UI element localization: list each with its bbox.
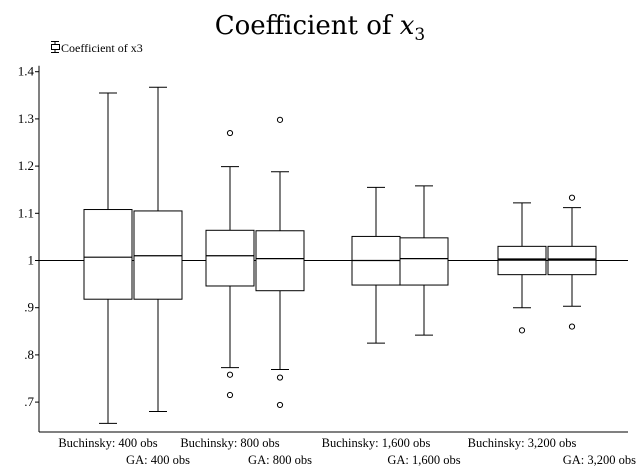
iqr-box	[205, 229, 255, 287]
legend-label: Coefficient of x3	[61, 41, 143, 55]
outlier-point	[226, 391, 234, 399]
x-category-label: Buchinsky: 800 obs	[180, 436, 279, 450]
y-tick-label: .8	[24, 347, 34, 362]
outlier-point	[276, 116, 284, 123]
box-group	[547, 194, 597, 330]
outlier-point	[226, 371, 234, 378]
x-category-label: GA: 1,600 obs	[387, 453, 460, 467]
y-tick-label: 1.2	[18, 158, 34, 173]
outlier-point	[568, 194, 576, 201]
x-category-label: GA: 800 obs	[248, 453, 312, 467]
box-group	[205, 129, 255, 399]
legend-box-icon	[51, 41, 60, 53]
iqr-box	[399, 237, 449, 286]
y-tick-label: 1.1	[18, 205, 34, 220]
y-tick-label: .9	[24, 300, 34, 315]
box-group	[497, 202, 547, 334]
y-tick-label: 1.4	[18, 64, 35, 79]
chart-title: Coefficient of x3	[215, 11, 425, 45]
iqr-box	[133, 210, 183, 300]
y-tick-label: .7	[24, 394, 34, 409]
box-group	[351, 186, 401, 344]
box-group	[399, 185, 449, 336]
outlier-point	[518, 327, 526, 334]
iqr-box	[83, 209, 133, 300]
y-tick-label: 1	[28, 253, 35, 268]
x-category-label: GA: 400 obs	[126, 453, 190, 467]
outlier-point	[276, 374, 284, 381]
box-group	[83, 92, 133, 424]
x-category-label: GA: 3,200 obs	[563, 453, 636, 467]
iqr-box	[255, 230, 305, 292]
outlier-point	[276, 401, 284, 409]
outlier-point	[568, 323, 576, 330]
outlier-point	[226, 129, 234, 137]
x-category-label: Buchinsky: 1,600 obs	[322, 436, 431, 450]
x-category-label: Buchinsky: 400 obs	[58, 436, 157, 450]
y-tick-label: 1.3	[18, 111, 34, 126]
legend: Coefficient of x3	[51, 41, 143, 55]
box-group	[133, 86, 183, 413]
boxes-layer	[83, 86, 597, 424]
x-category-label: Buchinsky: 3,200 obs	[468, 436, 577, 450]
box-group	[255, 116, 305, 409]
category-labels: Buchinsky: 400 obs GA: 400 obs Buchinsky: …	[58, 436, 636, 467]
axes: .7 .8 .9 1 1.1 1.2 1.3 1.4	[18, 64, 628, 433]
